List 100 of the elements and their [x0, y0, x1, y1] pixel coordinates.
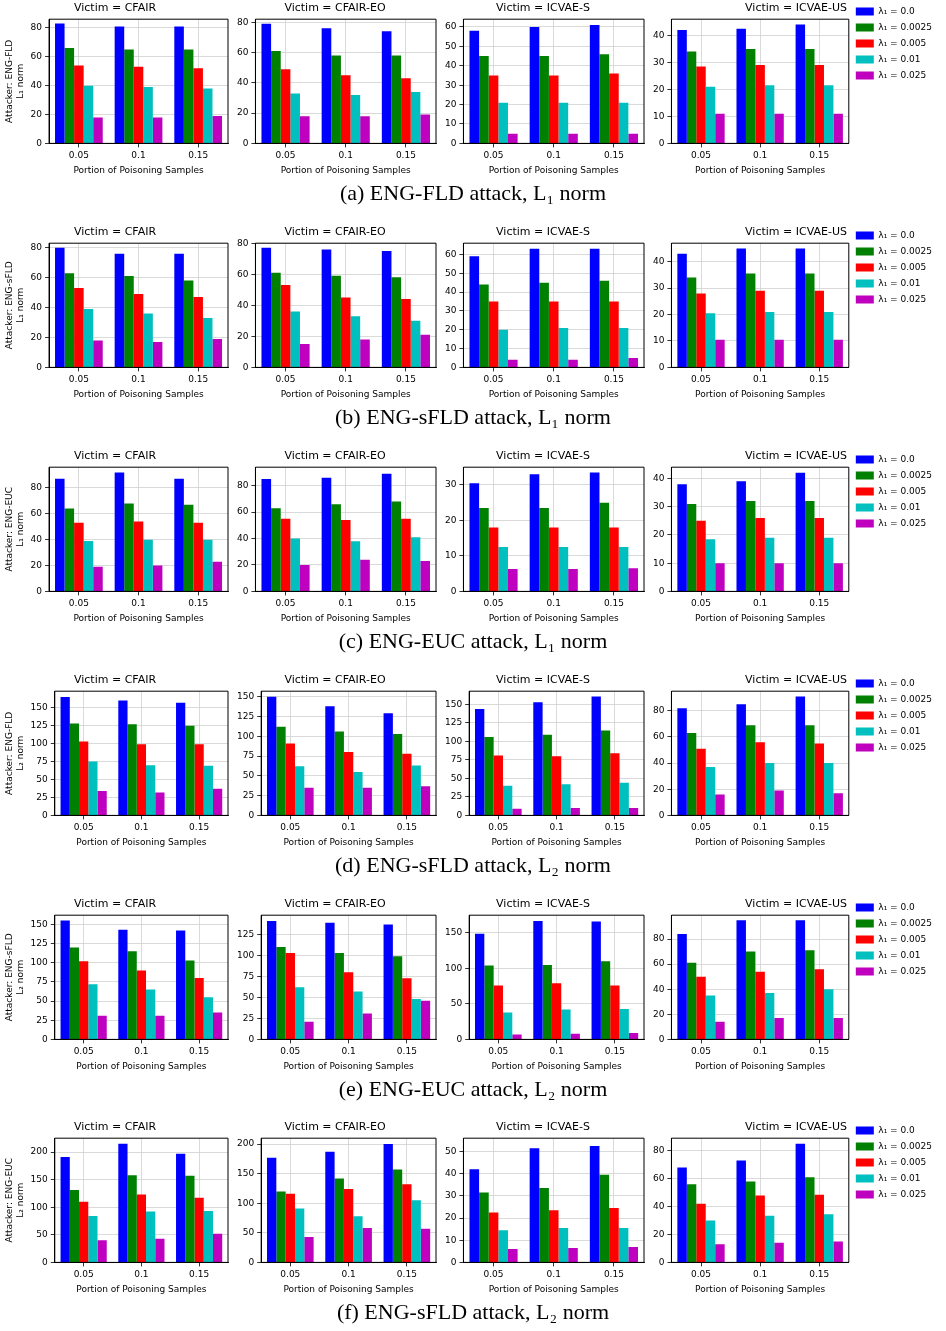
x-tick-label: 0.05	[280, 1269, 301, 1280]
y-tick-label: 50	[36, 995, 49, 1006]
bar	[512, 808, 522, 815]
x-tick-label: 0.1	[338, 598, 353, 609]
x-tick-label: 0.1	[546, 598, 561, 609]
y-tick-label: 20	[653, 1008, 665, 1019]
bar	[340, 520, 351, 591]
bar	[401, 518, 411, 591]
bar	[360, 339, 370, 367]
bar	[795, 24, 806, 143]
bar	[628, 357, 638, 367]
y-tick-label: 60	[237, 268, 249, 279]
bar	[795, 472, 806, 591]
y-tick-label: 20	[30, 559, 43, 570]
y-tick-label: 0	[658, 809, 665, 820]
y-tick-label: 20	[237, 107, 249, 118]
bar	[152, 117, 163, 143]
bar	[507, 359, 518, 367]
x-tick-label: 0.15	[396, 1046, 417, 1057]
bar	[823, 311, 834, 367]
bar	[568, 1247, 578, 1262]
bar	[570, 808, 580, 815]
bar	[267, 1157, 277, 1262]
y-tick-label: 80	[237, 237, 249, 248]
bar	[502, 1012, 513, 1039]
bar	[340, 75, 351, 143]
bar	[529, 474, 540, 591]
y-tick-label: 0	[658, 1033, 665, 1044]
y-tick-label: 25	[242, 1012, 255, 1023]
bar	[805, 48, 815, 143]
bar	[814, 518, 824, 591]
x-tick-label: 0.15	[809, 374, 830, 385]
x-tick-label: 0.05	[690, 1269, 712, 1280]
legend-label: λ₁ = 0.01	[878, 949, 921, 960]
bar	[488, 301, 499, 367]
bar	[155, 792, 165, 815]
x-tick-label: 0.05	[690, 598, 712, 609]
legend-label: λ₁ = 0.005	[878, 261, 927, 272]
bar	[136, 970, 147, 1039]
bar	[93, 566, 103, 591]
bar	[285, 952, 295, 1039]
y-tick-label: 80	[653, 933, 665, 944]
bar	[539, 282, 549, 367]
text: (f) ENG-sFLD attack, L₂ norm	[335, 1299, 611, 1325]
y-tick-label: 100	[30, 737, 49, 748]
bar	[325, 1151, 335, 1262]
bar	[325, 922, 335, 1039]
chart-title: Victim = CFAIR-EO	[284, 673, 386, 687]
bar	[383, 924, 393, 1039]
bar	[805, 273, 815, 367]
bar	[774, 1018, 784, 1039]
y-tick-label: 60	[653, 731, 665, 742]
bar	[618, 1228, 629, 1262]
x-axis-title: Portion of Poisoning Samples	[73, 612, 204, 623]
bar	[484, 965, 494, 1039]
y-tick-label: 200	[30, 1146, 49, 1157]
y-tick-label: 50	[445, 40, 457, 51]
x-tick-label: 0.15	[395, 150, 416, 161]
bar	[745, 273, 756, 367]
chart-title: Victim = ICVAE-US	[745, 673, 847, 687]
y-tick-label: 40	[445, 286, 457, 297]
y-tick-label: 80	[30, 242, 43, 253]
y-tick-label: 0	[658, 1256, 665, 1267]
chart-title: Victim = CFAIR-EO	[284, 1120, 386, 1134]
bar	[498, 1230, 508, 1262]
y-tick-label: 20	[30, 331, 43, 342]
bar	[362, 1228, 372, 1262]
bar	[628, 1033, 639, 1039]
chart-title: Victim = CFAIR-EO	[284, 449, 386, 463]
x-tick-label: 0.1	[134, 1269, 149, 1280]
bar	[498, 547, 508, 591]
bar	[124, 49, 134, 143]
chart-title: Victim = CFAIR-EO	[284, 897, 386, 911]
bar	[628, 1246, 638, 1262]
legend-label: λ₁ = 0.025	[878, 965, 927, 976]
x-axis-title: Portion of Poisoning Samples	[695, 612, 826, 623]
bar	[353, 771, 363, 815]
y-tick-label: 40	[30, 301, 43, 312]
y-tick-label: 40	[30, 533, 43, 544]
x-tick-label: 0.15	[809, 150, 830, 161]
y-tick-label: 150	[30, 918, 49, 929]
y-tick-label: 100	[444, 735, 463, 746]
bar	[507, 133, 518, 143]
bar	[114, 26, 125, 143]
legend-label: λ₁ = 0.005	[878, 485, 927, 496]
text: (b) ENG-sFLD attack, L₁ norm	[334, 404, 612, 430]
text: (c) ENG-EUC attack, L₁ norm	[337, 628, 609, 654]
bar	[677, 484, 687, 591]
bar	[795, 1143, 806, 1262]
legend-label: λ₁ = 0.0025	[878, 245, 933, 256]
bar	[507, 1249, 518, 1262]
x-tick-label: 0.15	[395, 598, 416, 609]
bar	[420, 334, 430, 367]
x-tick-label: 0.15	[604, 1046, 625, 1057]
bar	[814, 743, 824, 815]
x-tick-label: 0.1	[546, 374, 561, 385]
bar	[391, 55, 402, 143]
x-tick-label: 0.15	[395, 374, 416, 385]
x-tick-label: 0.05	[68, 374, 89, 385]
bar	[764, 311, 775, 367]
